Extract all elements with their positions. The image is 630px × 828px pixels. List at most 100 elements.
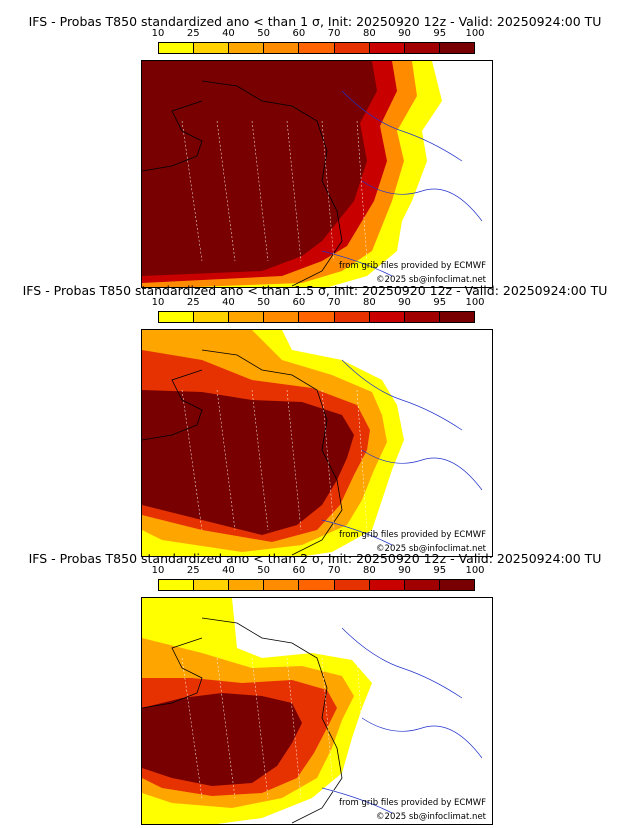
- panel-title: IFS - Probas T850 standardized ano < tha…: [28, 14, 602, 29]
- colorbar-swatch: [334, 43, 370, 53]
- colorbar-tick-label: 100: [465, 28, 485, 39]
- coastline: [142, 637, 203, 709]
- admin-boundary: [356, 657, 368, 799]
- map-panel-2sigma: IFS - Probas T850 standardized ano < tha…: [0, 549, 630, 825]
- colorbar-tick-label: 50: [257, 28, 271, 39]
- colorbar-tick-label: 25: [186, 565, 200, 576]
- source-credit: from grib files provided by ECMWF: [339, 798, 486, 808]
- colorbar-swatch: [194, 43, 230, 53]
- colorbar: [158, 579, 475, 591]
- colorbar-swatch: [194, 312, 230, 322]
- admin-boundary: [321, 657, 335, 799]
- colorbar-tick-label: 70: [327, 565, 341, 576]
- colorbar-swatch: [404, 312, 440, 322]
- colorbar-swatch: [264, 312, 300, 322]
- map-drawing: [142, 330, 483, 556]
- colorbar-swatch: [369, 580, 405, 590]
- colorbar-swatch: [334, 580, 370, 590]
- map-panel-1sigma: IFS - Probas T850 standardized ano < tha…: [0, 12, 630, 288]
- admin-boundary: [321, 120, 335, 262]
- colorbar-swatch: [369, 43, 405, 53]
- colorbar-tick-label: 80: [362, 565, 376, 576]
- colorbar-swatch: [229, 312, 265, 322]
- colorbar-swatch: [299, 312, 335, 322]
- colorbar-tick-label: 50: [257, 297, 271, 308]
- copyright-credit: ©2025 sb@infoclimat.net: [376, 812, 486, 822]
- colorbar-swatch: [299, 580, 335, 590]
- map-drawing: [142, 61, 483, 287]
- colorbar-swatch: [159, 43, 195, 53]
- admin-boundary: [251, 657, 269, 799]
- colorbar-swatch: [194, 580, 230, 590]
- admin-boundary: [321, 389, 335, 531]
- map-drawing: [142, 598, 483, 824]
- probability-contour: [142, 61, 377, 276]
- colorbar-ticks: 10 25 40 50 60 70 80 90 95 100: [152, 565, 485, 577]
- colorbar-tick-label: 10: [151, 297, 165, 308]
- colorbar-tick-label: 95: [433, 28, 447, 39]
- admin-boundary: [181, 120, 203, 262]
- admin-boundary: [286, 657, 302, 799]
- colorbar-swatch: [404, 580, 440, 590]
- colorbar-ticks: 10 25 40 50 60 70 80 90 95 100: [152, 28, 485, 40]
- colorbar-tick-label: 40: [222, 297, 235, 308]
- admin-boundary: [216, 389, 236, 531]
- river-line: [361, 449, 483, 491]
- admin-boundary: [286, 389, 302, 531]
- colorbar-tick-label: 40: [222, 565, 235, 576]
- admin-boundary: [356, 389, 368, 531]
- coastline: [201, 617, 343, 824]
- colorbar-tick-label: 70: [327, 297, 341, 308]
- colorbar-tick-label: 90: [398, 565, 411, 576]
- colorbar: [158, 311, 475, 323]
- source-credit: from grib files provided by ECMWF: [339, 261, 486, 271]
- map-panel-1-5sigma: IFS - Probas T850 standardized ano < tha…: [0, 281, 630, 557]
- river-line: [321, 250, 393, 277]
- colorbar-tick-label: 60: [292, 28, 306, 39]
- copyright-credit: ©2025 sb@infoclimat.net: [376, 275, 486, 285]
- admin-boundary: [216, 657, 236, 799]
- colorbar-swatch: [229, 580, 265, 590]
- river-line: [341, 359, 463, 431]
- admin-boundary: [251, 120, 269, 262]
- colorbar-tick-label: 25: [186, 297, 200, 308]
- river-line: [321, 519, 393, 546]
- colorbar-swatch: [264, 580, 300, 590]
- admin-boundary: [356, 120, 368, 262]
- colorbar-swatch: [159, 580, 195, 590]
- admin-boundary: [181, 657, 203, 799]
- colorbar-tick-label: 70: [327, 28, 341, 39]
- probability-map: from grib files provided by ECMWF ©2025 …: [141, 329, 493, 557]
- colorbar-swatch: [404, 43, 440, 53]
- river-line: [361, 717, 483, 759]
- probability-contour: [142, 693, 302, 786]
- probability-contour: [142, 390, 354, 535]
- river-line: [321, 787, 393, 814]
- colorbar-swatch: [299, 43, 335, 53]
- colorbar-tick-label: 95: [433, 297, 447, 308]
- colorbar-tick-label: 40: [222, 28, 235, 39]
- colorbar-tick-label: 95: [433, 565, 447, 576]
- colorbar-tick-label: 10: [151, 565, 165, 576]
- river-line: [361, 180, 483, 222]
- copyright-credit: ©2025 sb@infoclimat.net: [376, 544, 486, 554]
- colorbar-tick-label: 80: [362, 297, 376, 308]
- colorbar-swatch: [264, 43, 300, 53]
- colorbar-tick-label: 60: [292, 297, 306, 308]
- colorbar-tick-label: 100: [465, 297, 485, 308]
- colorbar-tick-label: 80: [362, 28, 376, 39]
- coastline: [201, 349, 343, 556]
- coastline: [142, 100, 203, 172]
- coastline: [142, 369, 203, 441]
- probability-map: from grib files provided by ECMWF ©2025 …: [141, 60, 493, 288]
- colorbar: [158, 42, 475, 54]
- river-line: [341, 90, 463, 162]
- admin-boundary: [286, 120, 302, 262]
- panel-title: IFS - Probas T850 standardized ano < tha…: [22, 283, 608, 298]
- colorbar-swatch: [369, 312, 405, 322]
- colorbar-swatch: [439, 43, 474, 53]
- colorbar-tick-label: 90: [398, 28, 411, 39]
- river-line: [341, 627, 463, 699]
- admin-boundary: [181, 389, 203, 531]
- colorbar-swatch: [159, 312, 195, 322]
